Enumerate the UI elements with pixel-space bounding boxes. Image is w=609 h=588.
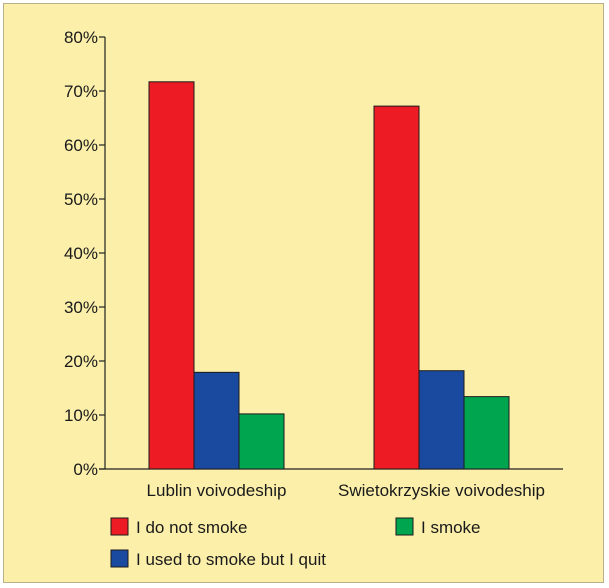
bar bbox=[238, 413, 285, 470]
chart-panel: 0% 10% 20% 30% 40% 50% 60% 70% 80% Lublin voivode… bbox=[3, 3, 604, 583]
legend-label: I do not smoke bbox=[136, 518, 248, 537]
chart-bars bbox=[148, 81, 510, 470]
bar bbox=[148, 81, 195, 470]
legend-label: I smoke bbox=[421, 518, 481, 537]
bar bbox=[193, 371, 240, 470]
x-category-label: Lublin voivodeship bbox=[147, 481, 287, 500]
legend-swatch bbox=[110, 549, 129, 568]
y-tick-label: 10% bbox=[64, 406, 98, 425]
bar-chart: 0% 10% 20% 30% 40% 50% 60% 70% 80% Lublin voivode… bbox=[64, 28, 563, 569]
bar bbox=[418, 370, 465, 470]
chart-legend: I do not smoke I smoke I used to smoke but… bbox=[110, 517, 481, 569]
y-tick-label: 60% bbox=[64, 136, 98, 155]
y-tick-label: 50% bbox=[64, 190, 98, 209]
chart-axes: 0% 10% 20% 30% 40% 50% 60% 70% 80% Lublin voivode… bbox=[64, 28, 563, 500]
y-tick-label: 20% bbox=[64, 352, 98, 371]
y-tick-label: 0% bbox=[73, 460, 98, 479]
legend-label: I used to smoke but I quit bbox=[136, 550, 326, 569]
y-tick-label: 80% bbox=[64, 28, 98, 47]
bar bbox=[373, 105, 420, 470]
legend-swatch bbox=[110, 517, 129, 536]
y-tick-label: 70% bbox=[64, 82, 98, 101]
bar bbox=[463, 396, 510, 470]
y-tick-label: 30% bbox=[64, 298, 98, 317]
legend-swatch bbox=[395, 517, 414, 536]
y-tick-label: 40% bbox=[64, 244, 98, 263]
x-category-label: Swietokrzyskie voivodeship bbox=[338, 481, 545, 500]
